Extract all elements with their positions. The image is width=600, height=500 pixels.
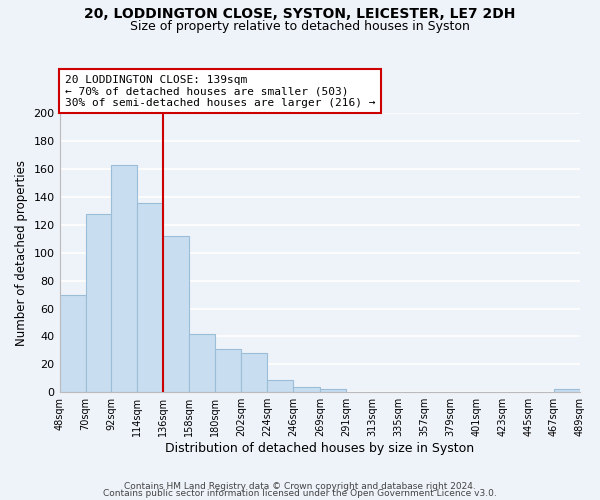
- Bar: [320, 390, 346, 392]
- Bar: [190, 334, 215, 392]
- Y-axis label: Number of detached properties: Number of detached properties: [15, 160, 28, 346]
- Bar: [554, 390, 580, 392]
- Bar: [241, 353, 267, 392]
- Bar: [112, 165, 137, 392]
- Bar: [267, 380, 293, 392]
- Text: Size of property relative to detached houses in Syston: Size of property relative to detached ho…: [130, 20, 470, 33]
- Text: 20, LODDINGTON CLOSE, SYSTON, LEICESTER, LE7 2DH: 20, LODDINGTON CLOSE, SYSTON, LEICESTER,…: [85, 8, 515, 22]
- Text: 20 LODDINGTON CLOSE: 139sqm
← 70% of detached houses are smaller (503)
30% of se: 20 LODDINGTON CLOSE: 139sqm ← 70% of det…: [65, 74, 375, 108]
- Bar: [293, 386, 320, 392]
- X-axis label: Distribution of detached houses by size in Syston: Distribution of detached houses by size …: [165, 442, 475, 455]
- Text: Contains HM Land Registry data © Crown copyright and database right 2024.: Contains HM Land Registry data © Crown c…: [124, 482, 476, 491]
- Bar: [59, 294, 86, 392]
- Bar: [86, 214, 112, 392]
- Text: Contains public sector information licensed under the Open Government Licence v3: Contains public sector information licen…: [103, 489, 497, 498]
- Bar: [215, 349, 241, 392]
- Bar: [163, 236, 190, 392]
- Bar: [137, 202, 163, 392]
